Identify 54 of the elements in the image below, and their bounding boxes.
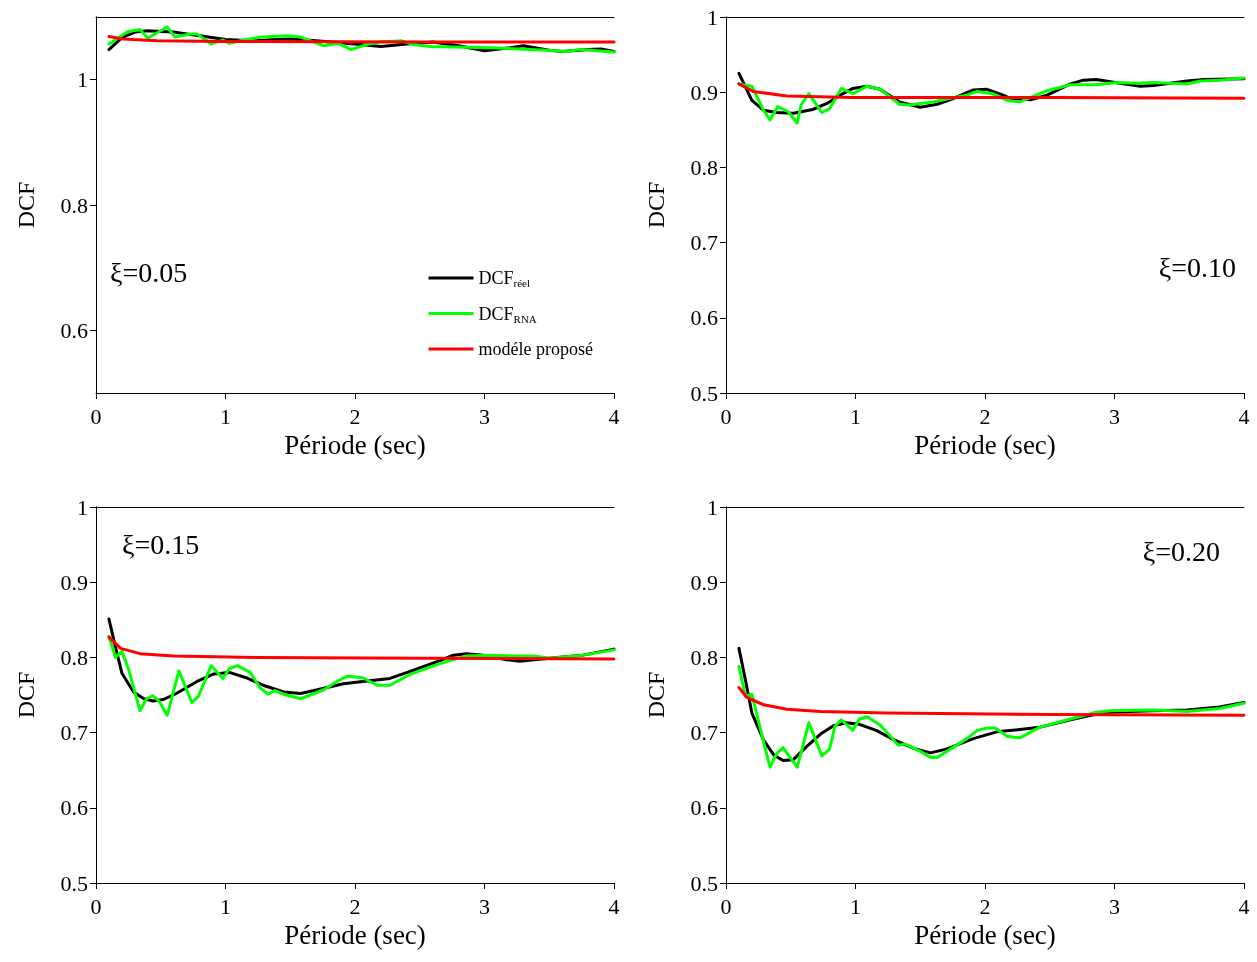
x-tick-label: 3 bbox=[479, 893, 490, 919]
x-tick-label: 4 bbox=[1238, 893, 1250, 919]
x-tick-label: 1 bbox=[850, 403, 861, 429]
y-tick-label: 0.5 bbox=[690, 380, 718, 406]
y-tick-label: 0.9 bbox=[690, 569, 718, 595]
x-axis-title: Période (sec) bbox=[914, 920, 1056, 951]
y-tick-label: 1 bbox=[77, 494, 88, 520]
x-tick-label: 0 bbox=[90, 403, 102, 429]
x-axis-title: Période (sec) bbox=[914, 430, 1056, 461]
y-tick-label: 0.9 bbox=[690, 79, 718, 105]
y-axis-title: DCF bbox=[13, 181, 39, 229]
y-tick-label: 0.5 bbox=[60, 870, 88, 896]
y-tick-label: 0.6 bbox=[60, 795, 88, 821]
x-tick-label: 4 bbox=[608, 403, 620, 429]
y-axis-title: DCF bbox=[643, 671, 669, 719]
x-tick-label: 1 bbox=[220, 403, 231, 429]
x-tick-label: 4 bbox=[1238, 403, 1250, 429]
x-tick-label: 2 bbox=[349, 893, 361, 919]
y-axis-title: DCF bbox=[643, 181, 669, 229]
y-tick-label: 0.7 bbox=[60, 720, 88, 746]
y-tick-label: 1 bbox=[707, 494, 718, 520]
x-tick-label: 1 bbox=[220, 893, 231, 919]
y-tick-label: 1 bbox=[77, 67, 88, 93]
y-tick-label: 0.8 bbox=[60, 192, 88, 218]
annotation: ξ=0.05 bbox=[110, 256, 188, 288]
x-tick-label: 0 bbox=[720, 403, 732, 429]
x-tick-label: 2 bbox=[979, 893, 991, 919]
y-tick-label: 0.5 bbox=[690, 870, 718, 896]
x-tick-label: 3 bbox=[1109, 893, 1120, 919]
y-tick-label: 0.7 bbox=[690, 720, 718, 746]
legend-label: modéle proposé bbox=[478, 339, 594, 359]
annotation: ξ=0.20 bbox=[1142, 535, 1221, 567]
x-axis-title: Période (sec) bbox=[284, 430, 426, 461]
y-tick-label: 0.6 bbox=[690, 795, 718, 821]
x-axis-title: Période (sec) bbox=[284, 920, 426, 951]
x-tick-label: 4 bbox=[608, 893, 620, 919]
y-tick-label: 1 bbox=[707, 4, 718, 30]
annotation: ξ=0.10 bbox=[1158, 251, 1237, 283]
y-tick-label: 0.6 bbox=[60, 317, 88, 343]
x-tick-label: 0 bbox=[720, 893, 732, 919]
x-tick-label: 3 bbox=[479, 403, 490, 429]
x-tick-label: 2 bbox=[349, 403, 361, 429]
y-tick-label: 0.8 bbox=[690, 644, 718, 670]
x-tick-label: 2 bbox=[979, 403, 991, 429]
x-tick-label: 0 bbox=[90, 893, 102, 919]
x-tick-label: 3 bbox=[1109, 403, 1120, 429]
y-axis-title: DCF bbox=[13, 671, 39, 719]
x-tick-label: 1 bbox=[850, 893, 861, 919]
y-tick-label: 0.6 bbox=[690, 305, 718, 331]
y-tick-label: 0.8 bbox=[690, 154, 718, 180]
annotation: ξ=0.15 bbox=[122, 528, 200, 560]
y-tick-label: 0.8 bbox=[60, 644, 88, 670]
y-tick-label: 0.7 bbox=[690, 230, 718, 256]
y-tick-label: 0.9 bbox=[60, 569, 88, 595]
